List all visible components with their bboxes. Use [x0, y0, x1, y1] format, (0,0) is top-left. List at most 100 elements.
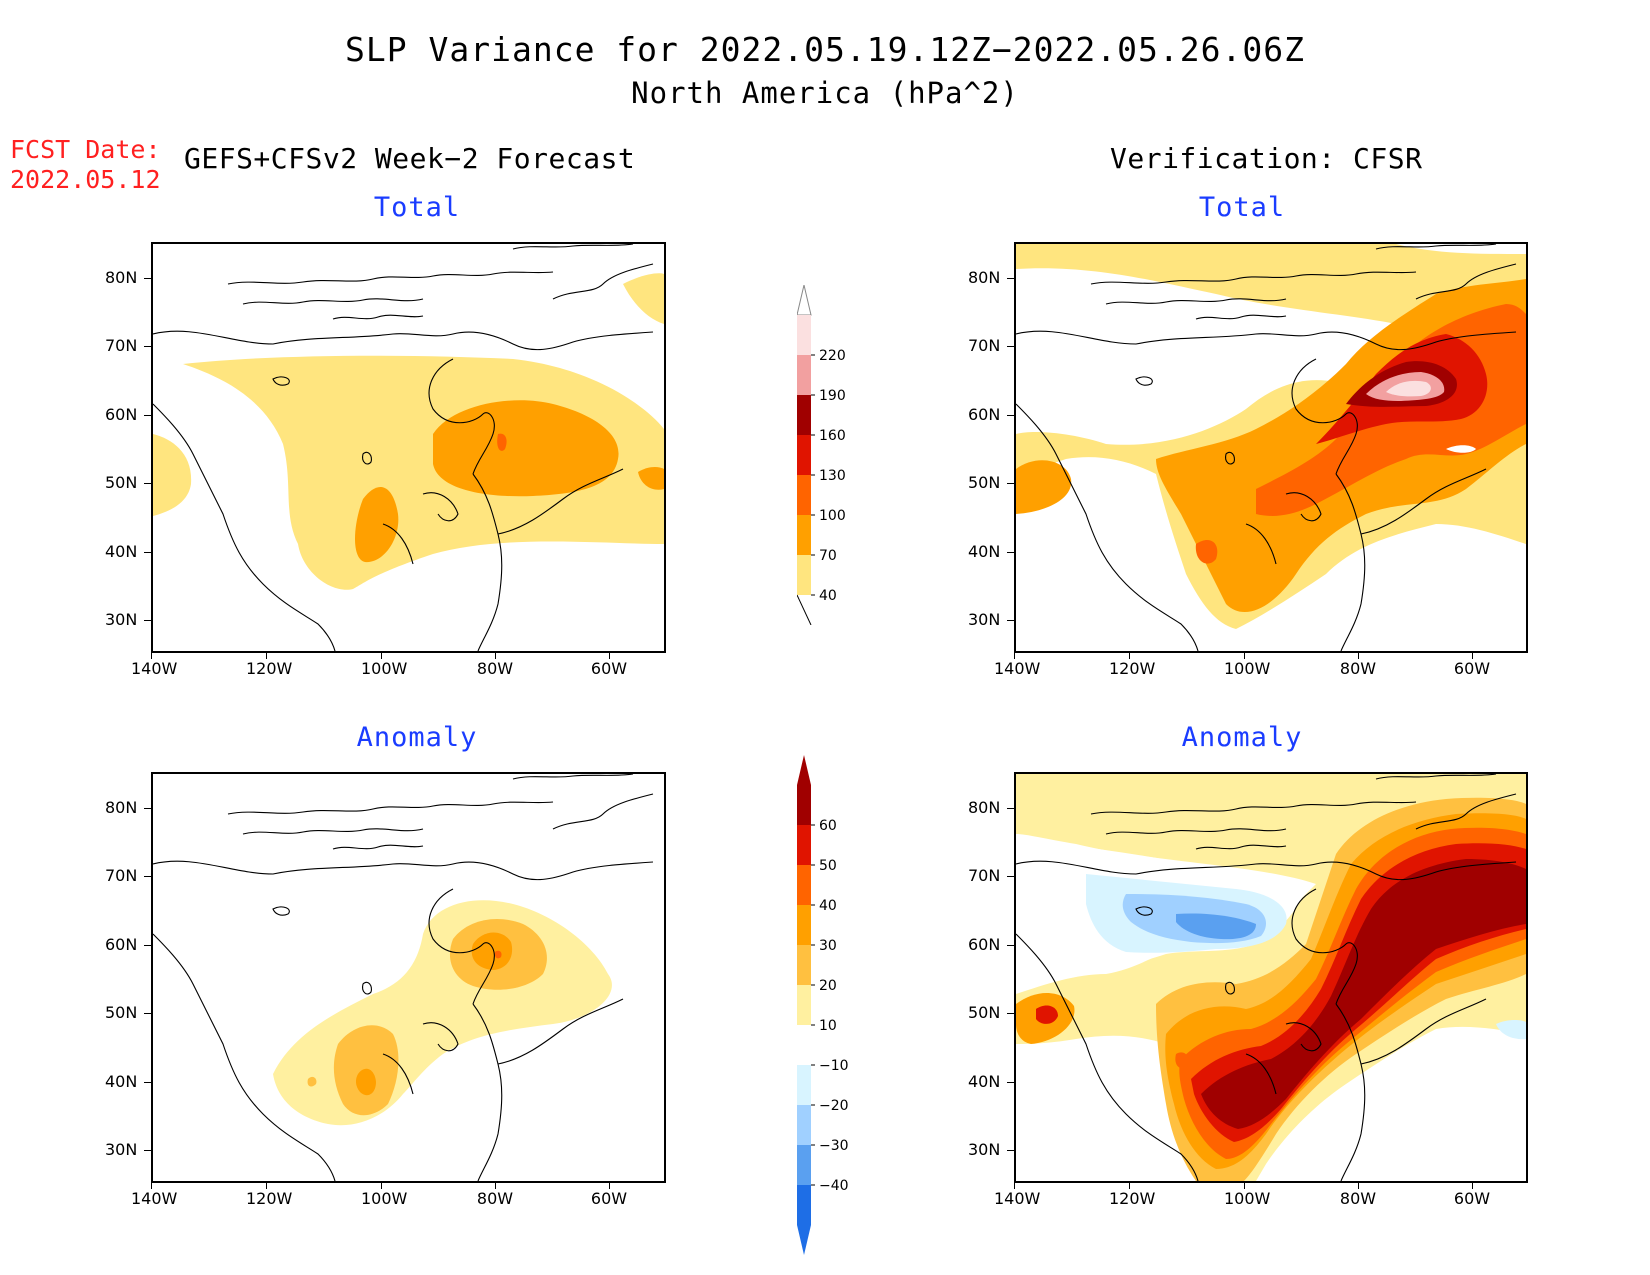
colorbar-segment — [797, 785, 811, 825]
main-title: SLP Variance for 2022.05.19.12Z−2022.05.… — [345, 30, 1305, 69]
lat-tick-label: 80N — [105, 798, 138, 817]
shading-60-plus — [1201, 859, 1526, 1129]
lon-tick-label: 80W — [1339, 659, 1377, 678]
lon-tick-label: 80W — [476, 1189, 514, 1208]
colorbar-label: −40 — [819, 1178, 849, 1194]
lon-tick-mark — [609, 653, 610, 659]
lon-tick-mark — [1129, 653, 1130, 659]
shading-70-100-c — [638, 467, 664, 490]
lat-tick-label: 40N — [968, 542, 1001, 561]
colorbar-segment — [797, 1145, 811, 1185]
lon-tick-mark — [1244, 1183, 1245, 1189]
lat-tick-mark — [144, 876, 151, 877]
lat-tick-label: 70N — [968, 336, 1001, 355]
colorbar-segment — [797, 1065, 811, 1105]
lat-tick-label: 80N — [968, 798, 1001, 817]
panel-title-verification-total: Total — [1198, 192, 1286, 223]
lon-tick-mark — [266, 653, 267, 659]
lon-tick-label: 120W — [1109, 1189, 1156, 1208]
fcst-date-value: 2022.05.12 — [10, 165, 161, 194]
colorbar-segment — [797, 825, 811, 865]
colorbar-segment — [797, 355, 811, 395]
lon-tick-mark — [1014, 1183, 1015, 1189]
lat-tick-label: 70N — [968, 866, 1001, 885]
lon-tick-mark — [1244, 653, 1245, 659]
shading-40-70-ne — [623, 273, 664, 324]
colorbar-segment — [797, 985, 811, 1025]
colorbar-bottom-triangle — [797, 1225, 811, 1255]
map-forecast-total — [151, 242, 666, 653]
lat-tick-label: 60N — [968, 405, 1001, 424]
lat-tick-label: 60N — [105, 935, 138, 954]
colorbar-bottom-line — [796, 594, 812, 626]
colorbar-label: 190 — [819, 388, 846, 404]
colorbar-segment — [797, 945, 811, 985]
lat-tick-mark — [144, 346, 151, 347]
lat-tick-mark — [1007, 552, 1014, 553]
lon-tick-mark — [495, 653, 496, 659]
lat-tick-mark — [144, 1082, 151, 1083]
lon-tick-label: 60W — [590, 659, 628, 678]
fcst-date: FCST Date: 2022.05.12 — [10, 135, 161, 195]
lat-tick-mark — [1007, 1013, 1014, 1014]
lat-tick-label: 30N — [105, 610, 138, 629]
lat-tick-mark — [144, 415, 151, 416]
lon-tick-mark — [1472, 1183, 1473, 1189]
colorbar-segment — [797, 395, 811, 435]
coastline — [1016, 774, 1517, 1181]
colorbar-label: 100 — [819, 508, 846, 524]
colorbar-segment — [797, 1025, 811, 1065]
lat-tick-mark — [1007, 945, 1014, 946]
lon-tick-label: 140W — [131, 1189, 178, 1208]
lat-tick-label: 80N — [968, 268, 1001, 287]
colorbar-label: 30 — [819, 938, 837, 954]
shading-10-20 — [273, 900, 612, 1126]
lat-tick-mark — [1007, 278, 1014, 279]
colorbar-segment — [797, 515, 811, 555]
colorbar-anomaly: 60 50 40 30 20 10 −10 −20 −30 −40 — [797, 755, 867, 1259]
lat-tick-mark — [1007, 346, 1014, 347]
lon-tick-mark — [1129, 1183, 1130, 1189]
lon-tick-label: 120W — [1109, 659, 1156, 678]
lat-tick-mark — [1007, 415, 1014, 416]
shading-30-40-a — [355, 1068, 376, 1096]
shading-white-patch — [1446, 445, 1476, 453]
lat-tick-label: 50N — [105, 1003, 138, 1022]
lat-tick-label: 30N — [968, 1140, 1001, 1159]
lat-tick-mark — [1007, 876, 1014, 877]
colorbar-segment — [797, 865, 811, 905]
fcst-date-label: FCST Date: — [10, 135, 161, 164]
colorbar-top-triangle — [797, 755, 811, 785]
forecast-header: GEFS+CFSv2 Week−2 Forecast — [184, 142, 636, 175]
lon-tick-label: 80W — [476, 659, 514, 678]
shading-40-50 — [494, 950, 502, 959]
lon-tick-mark — [1014, 653, 1015, 659]
lat-tick-mark — [1007, 1150, 1014, 1151]
colorbar-segment — [797, 315, 811, 355]
colorbar-label: −20 — [819, 1098, 849, 1114]
shading-20-30-c — [307, 1076, 317, 1087]
lon-tick-label: 100W — [1224, 1189, 1271, 1208]
coastline — [153, 774, 654, 1181]
lat-tick-mark — [144, 483, 151, 484]
coastline — [153, 244, 654, 651]
shading-100-130 — [497, 433, 507, 451]
lat-tick-mark — [1007, 483, 1014, 484]
shading-70-100-a — [433, 400, 619, 497]
colorbar-label: 220 — [819, 348, 846, 364]
lat-tick-label: 50N — [105, 473, 138, 492]
map-verification-anomaly — [1014, 772, 1528, 1183]
lon-tick-label: 100W — [361, 1189, 408, 1208]
lon-tick-mark — [151, 1183, 152, 1189]
lat-tick-label: 50N — [968, 473, 1001, 492]
shading-30-40-b — [471, 932, 513, 970]
lat-tick-mark — [144, 1013, 151, 1014]
colorbar-segment — [797, 475, 811, 515]
shading-70-100-b — [355, 487, 399, 563]
lon-tick-mark — [381, 1183, 382, 1189]
colorbar-label: −10 — [819, 1058, 849, 1074]
lat-tick-label: 70N — [105, 336, 138, 355]
lat-tick-label: 80N — [105, 268, 138, 287]
lat-tick-mark — [1007, 808, 1014, 809]
lon-tick-mark — [151, 653, 152, 659]
